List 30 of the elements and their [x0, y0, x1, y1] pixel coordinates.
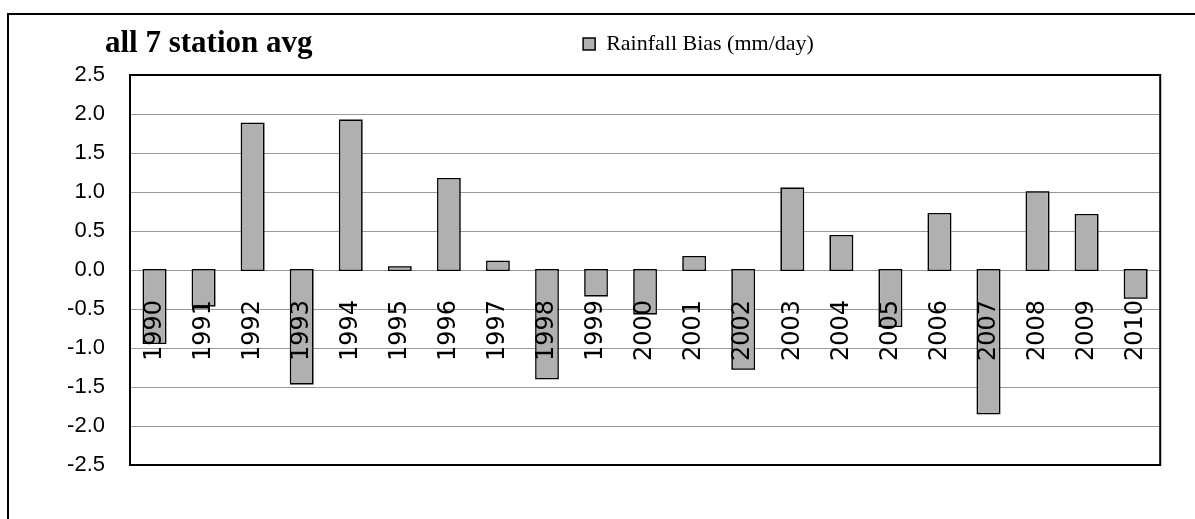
x-tick-label: 1994: [334, 300, 363, 362]
y-tick-label: 1.0: [74, 178, 105, 204]
x-tick-label: 2009: [1070, 300, 1099, 362]
x-tick-label: 1997: [482, 300, 511, 362]
y-tick-label: 0.5: [74, 217, 105, 243]
x-tick-label: 2010: [1119, 300, 1148, 362]
y-tick-label: -0.5: [67, 295, 105, 321]
y-tick-label: 1.5: [74, 139, 105, 165]
y-tick-label: -1.5: [67, 373, 105, 399]
x-tick-label: 2006: [923, 300, 952, 362]
y-tick-label: 2.0: [74, 100, 105, 126]
chart-title: all 7 station avg: [105, 24, 313, 59]
x-tick-label: 2001: [678, 300, 707, 362]
x-tick-label: 2008: [1021, 300, 1050, 362]
y-tick-label: -2.0: [67, 412, 105, 438]
x-tick-label: 2000: [629, 300, 658, 362]
x-tick-label: 1996: [433, 300, 462, 362]
y-tick-label: 0.0: [74, 256, 105, 282]
legend-label: Rainfall Bias (mm/day): [606, 29, 814, 55]
x-tick-label: 1998: [531, 300, 560, 362]
y-tick-label: 2.5: [74, 61, 105, 87]
x-tick-label: 2003: [776, 300, 805, 362]
x-tick-label: 1999: [580, 300, 609, 362]
x-tick-label: 2002: [727, 300, 756, 362]
x-tick-label: 2004: [825, 300, 854, 362]
y-tick-label: -2.5: [67, 451, 105, 477]
y-tick-label: -1.0: [67, 334, 105, 360]
x-tick-label: 1991: [187, 300, 216, 362]
x-tick-label: 1995: [384, 300, 413, 362]
x-tick-label: 1992: [236, 300, 265, 362]
